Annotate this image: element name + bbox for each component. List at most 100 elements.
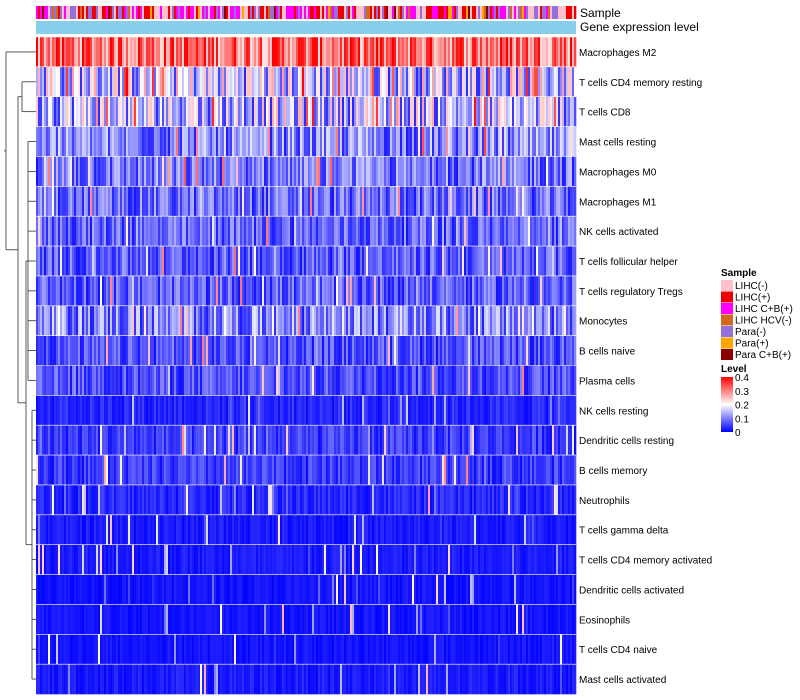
heatmap-cell <box>280 484 283 516</box>
heatmap-cell <box>344 395 347 426</box>
sample-track-cell <box>96 6 99 19</box>
heatmap-cell <box>312 514 315 545</box>
heatmap-cell <box>356 96 359 127</box>
heatmap-cell <box>260 514 263 545</box>
heatmap-cell <box>530 156 533 187</box>
heatmap-cell <box>484 514 487 545</box>
heatmap-cell <box>46 365 49 396</box>
heatmap-cell <box>160 246 163 277</box>
heatmap-cell <box>544 156 547 187</box>
heatmap-cell <box>98 544 101 575</box>
heatmap-cell <box>452 514 455 545</box>
heatmap-cell <box>512 275 515 307</box>
heatmap-cell <box>538 126 541 157</box>
heatmap-cell <box>176 514 179 545</box>
heatmap-cell <box>176 335 179 366</box>
heatmap-cell <box>74 275 77 307</box>
heatmap-cell <box>324 484 327 516</box>
heatmap-cell <box>284 156 287 187</box>
heatmap-cell <box>174 425 177 456</box>
heatmap-cell <box>218 96 221 127</box>
heatmap-cell <box>328 335 331 366</box>
heatmap-cell <box>480 484 483 516</box>
heatmap-cell <box>42 484 45 516</box>
heatmap-cell <box>64 335 67 366</box>
heatmap-cell <box>206 484 209 516</box>
heatmap-cell <box>206 305 209 336</box>
heatmap-cell <box>318 246 321 277</box>
heatmap-cell <box>174 305 177 336</box>
heatmap-cell <box>358 395 361 426</box>
heatmap-cell <box>348 246 351 277</box>
heatmap-cell <box>354 305 357 336</box>
heatmap-cell <box>512 455 515 486</box>
heatmap-cell <box>264 425 267 456</box>
heatmap-cell <box>154 66 157 98</box>
heatmap-cell <box>408 335 411 366</box>
heatmap-cell <box>36 126 39 157</box>
heatmap-cell <box>556 37 559 68</box>
heatmap-cell <box>374 126 377 157</box>
heatmap-cell <box>244 425 247 456</box>
heatmap-cell <box>436 514 439 545</box>
heatmap-cell <box>122 186 125 217</box>
heatmap-cell <box>124 37 127 68</box>
heatmap-cell <box>52 37 55 68</box>
heatmap-cell <box>484 365 487 396</box>
heatmap-cell <box>378 246 381 277</box>
heatmap-cell <box>94 186 97 217</box>
heatmap-cell <box>238 96 241 127</box>
heatmap-cell <box>330 365 333 396</box>
heatmap-cell <box>232 395 235 426</box>
heatmap-cell <box>496 156 499 187</box>
sample-track-cell <box>474 6 477 19</box>
heatmap-cell <box>108 305 111 336</box>
heatmap-cell <box>140 455 143 486</box>
heatmap-cell <box>396 275 399 307</box>
heatmap-cell <box>440 395 443 426</box>
sample-track-cell <box>510 6 513 19</box>
sample-track-cell <box>368 6 371 19</box>
heatmap-cell <box>502 395 505 426</box>
heatmap-cell <box>136 126 139 157</box>
heatmap-cell <box>124 484 127 516</box>
heatmap-cell <box>304 126 307 157</box>
heatmap-cell <box>318 37 321 68</box>
heatmap-cell <box>312 37 315 68</box>
heatmap-cell <box>54 425 57 456</box>
heatmap-cell <box>374 335 377 366</box>
heatmap-cell <box>492 66 495 98</box>
heatmap-cell <box>46 66 49 98</box>
heatmap-cell <box>364 455 367 486</box>
heatmap-cell <box>460 275 463 307</box>
heatmap-cell <box>488 455 491 486</box>
heatmap-cell <box>518 186 521 217</box>
heatmap-cell <box>290 425 293 456</box>
heatmap-cell <box>568 514 571 545</box>
heatmap-cell <box>462 514 465 545</box>
heatmap-cell <box>574 425 577 456</box>
heatmap-cell <box>336 455 339 486</box>
heatmap-cell <box>564 96 567 127</box>
heatmap-cell <box>450 395 453 426</box>
heatmap-cell <box>396 455 399 486</box>
heatmap-cell <box>414 335 417 366</box>
heatmap-cell <box>340 156 343 187</box>
heatmap-cell <box>424 455 427 486</box>
heatmap-cell <box>402 156 405 187</box>
sample-track-cell <box>384 6 387 19</box>
heatmap-cell <box>546 275 549 307</box>
heatmap-cell <box>468 484 471 516</box>
heatmap-cell <box>482 216 485 247</box>
heatmap-cell <box>84 305 87 336</box>
heatmap-cell <box>260 186 263 217</box>
heatmap-cell <box>178 305 181 336</box>
sample-track-cell <box>322 6 325 19</box>
heatmap-cell <box>480 156 483 187</box>
heatmap-cell <box>106 96 109 127</box>
heatmap-cell <box>288 275 291 307</box>
heatmap-cell <box>174 514 177 545</box>
heatmap-cell <box>452 186 455 217</box>
heatmap-cell <box>422 37 425 68</box>
